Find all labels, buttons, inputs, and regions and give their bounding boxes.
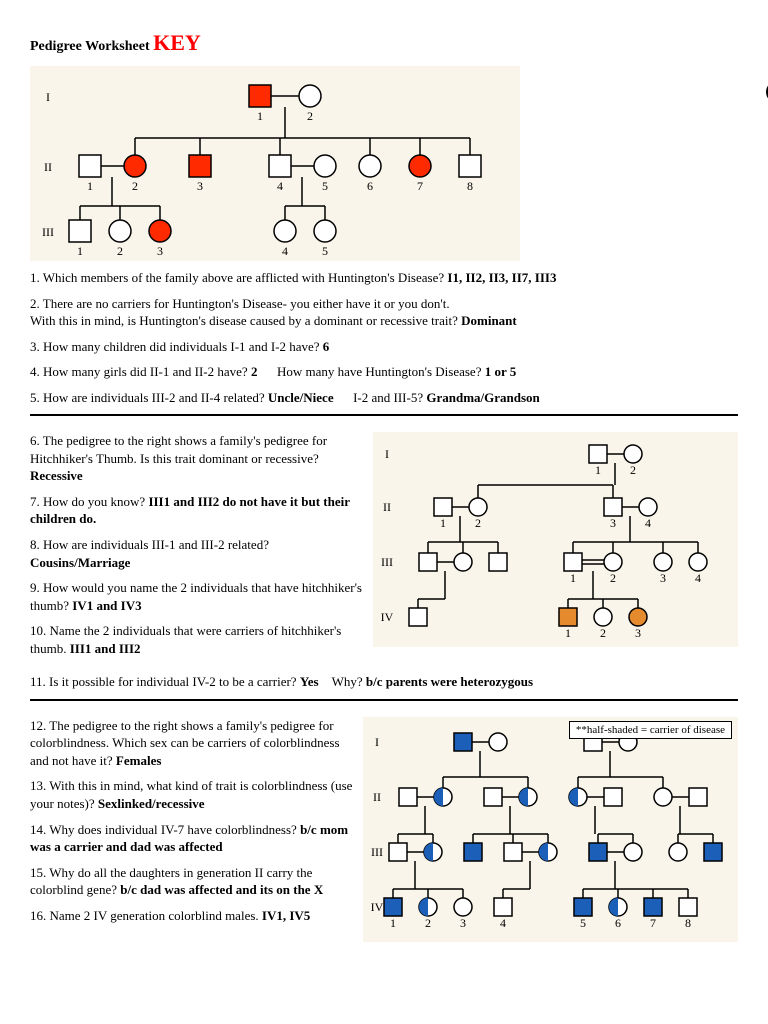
svg-text:IV: IV [381,610,394,624]
svg-text:2: 2 [475,516,481,530]
svg-text:III: III [42,225,54,239]
question: 5. How are individuals III-2 and II-4 re… [30,389,738,407]
pedigree-2-panel: IIIIIIIV1212341234123 [373,432,738,647]
svg-text:6: 6 [615,916,621,930]
half-shaded-note: **half-shaded = carrier of disease [569,721,732,739]
svg-text:1: 1 [77,244,83,258]
svg-text:III: III [381,555,393,569]
svg-text:1: 1 [390,916,396,930]
title-key: KEY [153,30,201,55]
svg-text:1: 1 [570,571,576,585]
svg-text:2: 2 [630,463,636,477]
svg-text:2: 2 [610,571,616,585]
title-prefix: Pedigree Worksheet [30,39,150,54]
svg-text:1: 1 [257,109,263,123]
svg-text:4: 4 [282,244,288,258]
svg-text:4: 4 [277,179,283,193]
svg-text:I: I [46,90,50,104]
svg-text:7: 7 [417,179,423,193]
pedigree-3-svg: IIIIIIIV12345678 [363,717,738,942]
question: 16. Name 2 IV generation colorblind male… [30,907,353,925]
svg-text:I: I [385,447,389,461]
question: 4. How many girls did II-1 and II-2 have… [30,363,738,381]
question: 3. How many children did individuals I-1… [30,338,738,356]
pedigree-2-svg: IIIIIIIV1212341234123 [373,432,738,647]
svg-text:3: 3 [197,179,203,193]
question: 15. Why do all the daughters in generati… [30,864,353,899]
svg-text:2: 2 [425,916,431,930]
svg-text:3: 3 [660,571,666,585]
question: 6. The pedigree to the right shows a fam… [30,432,363,485]
svg-text:I: I [375,735,379,749]
questions-block-3: 12. The pedigree to the right shows a fa… [30,709,353,932]
svg-text:II: II [44,160,52,174]
pedigree-1-panel: IIIIII121234567812345 [30,66,520,261]
svg-text:III: III [371,845,383,859]
svg-text:IV: IV [371,900,384,914]
svg-text:1: 1 [565,626,571,640]
svg-text:8: 8 [467,179,473,193]
svg-text:2: 2 [132,179,138,193]
svg-text:1: 1 [595,463,601,477]
question: 13. With this in mind, what kind of trai… [30,777,353,812]
svg-text:8: 8 [685,916,691,930]
svg-text:5: 5 [322,244,328,258]
question: 8. How are individuals III-1 and III-2 r… [30,536,363,571]
svg-text:3: 3 [157,244,163,258]
svg-text:3: 3 [610,516,616,530]
page-title: Pedigree Worksheet KEY [30,30,738,56]
svg-text:3: 3 [635,626,641,640]
question: 7. How do you know? III1 and III2 do not… [30,493,363,528]
svg-text:6: 6 [367,179,373,193]
svg-text:1: 1 [87,179,93,193]
question: 10. Name the 2 individuals that were car… [30,622,363,657]
question: 12. The pedigree to the right shows a fa… [30,717,353,770]
questions-block-2: 6. The pedigree to the right shows a fam… [30,424,363,665]
question: 9. How would you name the 2 individuals … [30,579,363,614]
divider-1 [30,414,738,416]
svg-text:2: 2 [600,626,606,640]
questions-block-1: 1. Which members of the family above are… [30,269,738,406]
question-11: 11. Is it possible for individual IV-2 t… [30,673,738,691]
question: 2. There are no carriers for Huntington'… [30,295,738,330]
question: 1. Which members of the family above are… [30,269,738,287]
svg-text:1: 1 [440,516,446,530]
svg-text:4: 4 [645,516,651,530]
svg-text:5: 5 [580,916,586,930]
divider-2 [30,699,738,701]
svg-text:3: 3 [460,916,466,930]
svg-text:2: 2 [307,109,313,123]
svg-text:4: 4 [500,916,506,930]
question: 14. Why does individual IV-7 have colorb… [30,821,353,856]
svg-text:II: II [383,500,391,514]
svg-text:4: 4 [695,571,701,585]
pedigree-1-svg: IIIIII121234567812345 [30,66,520,261]
svg-text:II: II [373,790,381,804]
svg-text:7: 7 [650,916,656,930]
svg-text:2: 2 [117,244,123,258]
svg-text:5: 5 [322,179,328,193]
pedigree-3-panel: **half-shaded = carrier of disease IIIII… [363,717,738,942]
